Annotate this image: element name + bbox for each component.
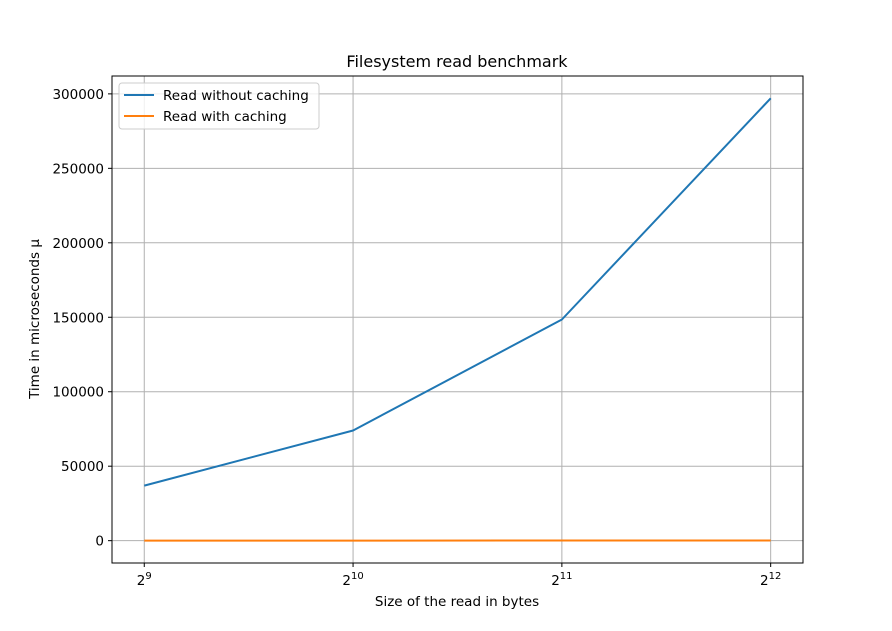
y-tick-label: 100000 xyxy=(52,385,104,401)
y-tick-label: 0 xyxy=(95,534,104,550)
x-tick-label: 29 xyxy=(137,571,152,589)
x-axis-label: Size of the read in bytes xyxy=(375,594,539,610)
x-axis-ticks: 29 210 211 212 xyxy=(137,563,781,589)
plot-frame xyxy=(111,75,804,564)
y-tick-label: 250000 xyxy=(52,161,104,177)
chart-title: Filesystem read benchmark xyxy=(346,52,568,71)
legend-label: Read with caching xyxy=(163,109,287,125)
legend: Read without caching Read with caching xyxy=(118,82,320,130)
legend-label: Read without caching xyxy=(163,88,309,104)
x-tick-label: 212 xyxy=(760,571,781,589)
y-axis-ticks: 0 50000 100000 150000 200000 250000 300000 xyxy=(52,87,112,550)
y-tick-label: 50000 xyxy=(61,459,104,475)
y-axis-label: Time in microseconds μ xyxy=(27,239,43,400)
x-tick-label: 211 xyxy=(551,571,572,589)
y-tick-label: 300000 xyxy=(52,87,104,103)
series-group xyxy=(144,97,772,542)
y-tick-label: 150000 xyxy=(52,310,104,326)
x-tick-label: 210 xyxy=(342,571,363,589)
series-line-1 xyxy=(144,97,772,487)
y-tick-label: 200000 xyxy=(52,236,104,252)
legend-box xyxy=(118,82,320,130)
